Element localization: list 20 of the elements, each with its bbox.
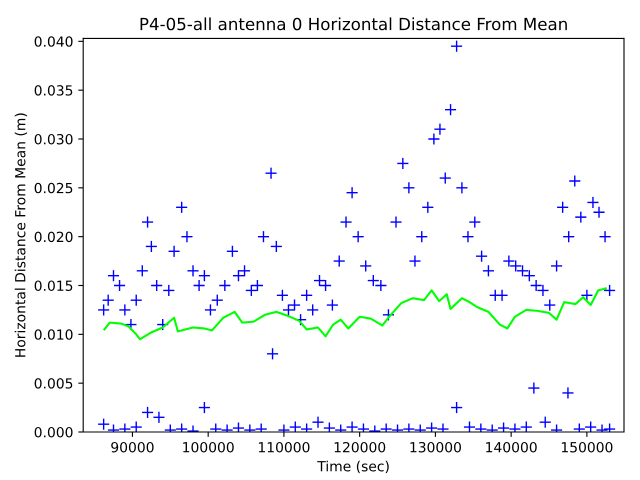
y-tick-label: 0.005 (34, 378, 72, 389)
y-tick-label: 0.025 (34, 182, 72, 194)
x-tick-label: 100000 (183, 442, 234, 452)
x-tick-label: 120000 (334, 442, 386, 452)
y-tick-label: 0.010 (34, 329, 73, 340)
x-tick-label: 110000 (258, 442, 310, 452)
y-tick-label: 0.040 (34, 36, 73, 47)
x-tick-label: 90000 (111, 442, 154, 452)
y-tick-label: 0.020 (34, 232, 73, 242)
x-tick-label: 130000 (410, 442, 461, 452)
x-tick-label: 150000 (562, 442, 612, 452)
y-tick-label: 0.030 (34, 134, 73, 144)
y-tick-label: 0.035 (34, 85, 72, 96)
y-tick-label: 0.000 (34, 426, 73, 438)
y-tick-label: 0.015 (34, 280, 72, 291)
y-axis-title: Horizontal Distance From Mean (m) (14, 113, 28, 357)
x-axis-title: Time (sec) (317, 460, 389, 474)
line-series (103, 287, 607, 340)
x-tick-label: 140000 (486, 442, 537, 452)
chart-title: P4-05-all antenna 0 Horizontal Distance From Mean (140, 17, 567, 30)
